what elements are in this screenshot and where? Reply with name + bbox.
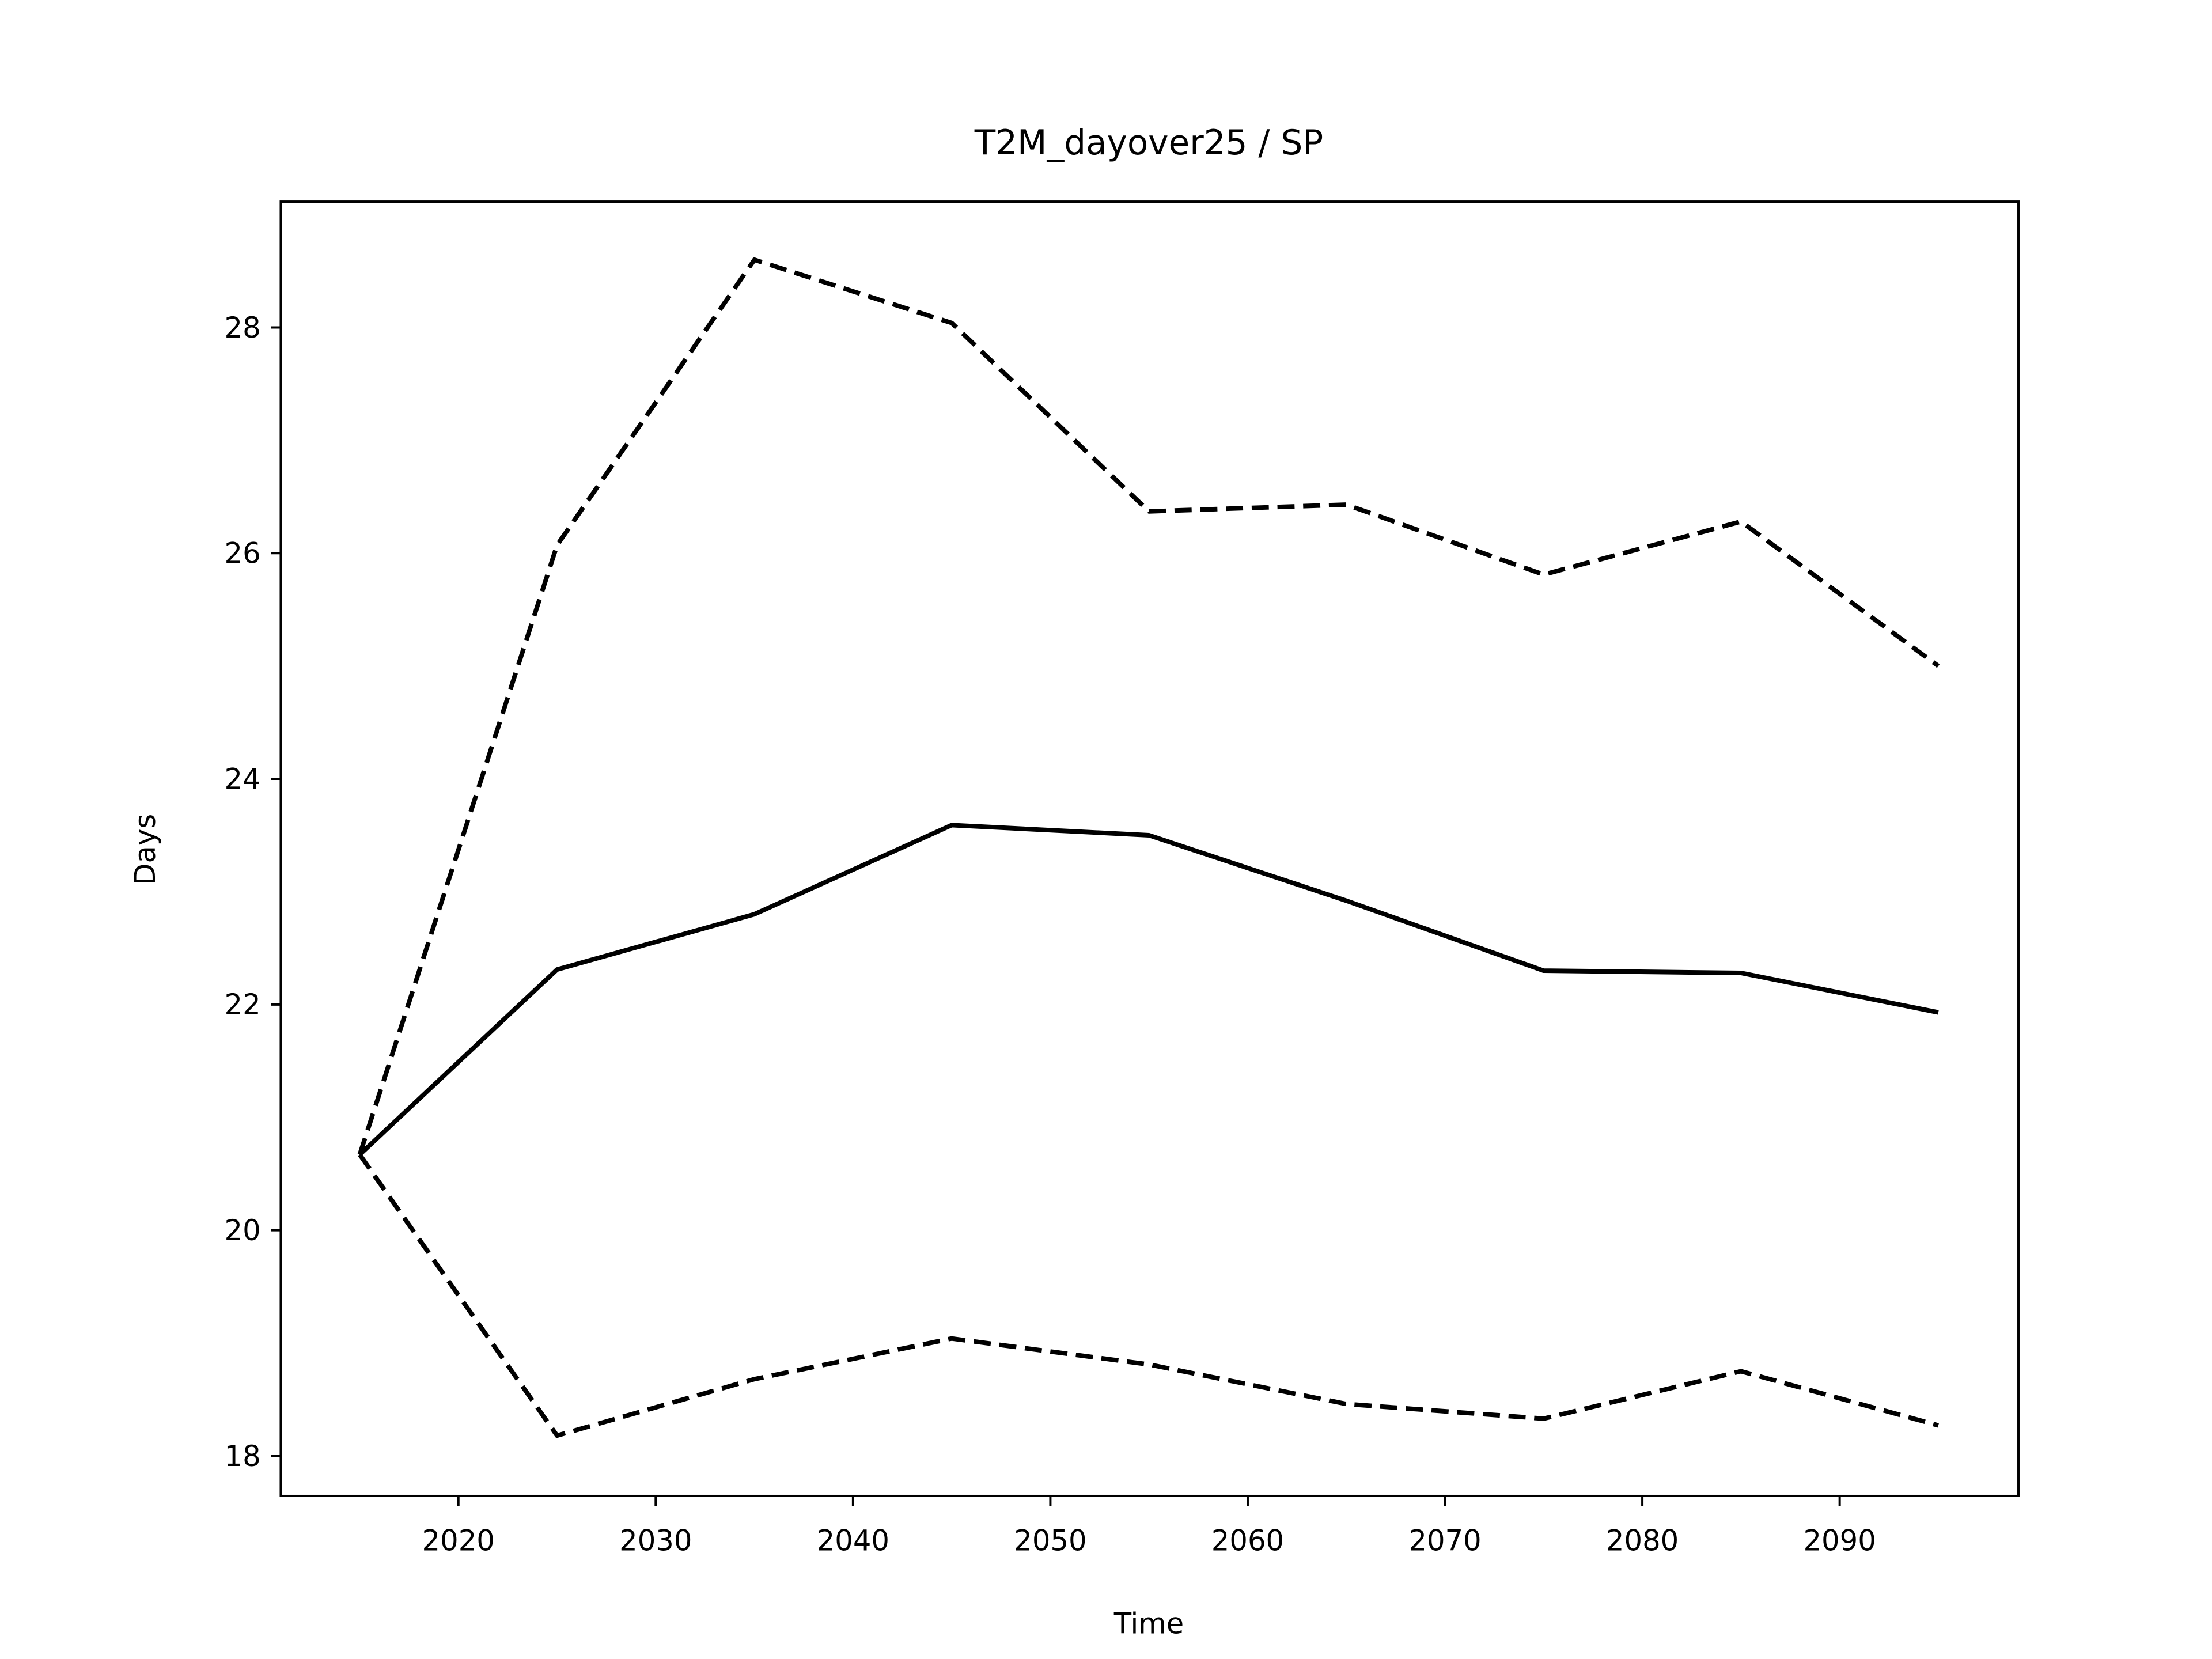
x-tick-label: 2090 bbox=[1803, 1524, 1876, 1557]
chart-title: T2M_dayover25 / SP bbox=[974, 123, 1323, 163]
dashed-line bbox=[358, 1153, 1939, 1438]
line bbox=[358, 823, 1939, 1157]
x-tick-label: 2030 bbox=[619, 1524, 692, 1557]
y-tick-label: 18 bbox=[225, 1440, 261, 1473]
x-tick-label: 2080 bbox=[1606, 1524, 1679, 1557]
y-tick-label: 28 bbox=[225, 311, 261, 344]
dashed-line bbox=[357, 257, 1940, 1156]
y-tick-label: 20 bbox=[225, 1214, 261, 1247]
x-tick-label: 2060 bbox=[1211, 1524, 1284, 1557]
x-tick-label: 2070 bbox=[1408, 1524, 1481, 1557]
x-tick-label: 2040 bbox=[817, 1524, 889, 1557]
plot-frame bbox=[279, 200, 2020, 1497]
x-tick-label: 2020 bbox=[422, 1524, 495, 1557]
y-axis-label: Days bbox=[128, 814, 162, 885]
x-axis-label: Time bbox=[1113, 1607, 1184, 1640]
x-tick-label: 2050 bbox=[1014, 1524, 1086, 1557]
y-tick-label: 22 bbox=[225, 988, 261, 1021]
y-tick-label: 24 bbox=[225, 762, 261, 796]
y-tick-label: 26 bbox=[225, 537, 261, 570]
